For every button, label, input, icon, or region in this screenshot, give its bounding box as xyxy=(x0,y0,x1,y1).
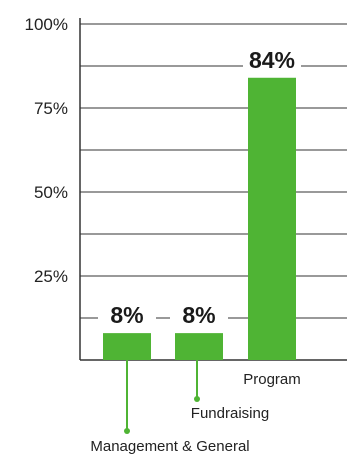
value-label-bg xyxy=(170,303,228,330)
y-tick-label: 75% xyxy=(34,99,68,118)
bar xyxy=(248,77,296,360)
value-label-bg xyxy=(98,303,156,330)
category-label: Management & General xyxy=(90,438,249,455)
grid-lines xyxy=(80,23,347,319)
value-label: 8% xyxy=(110,302,143,328)
y-tick-label: 100% xyxy=(25,15,68,34)
bar xyxy=(175,333,223,360)
y-tick-label: 25% xyxy=(34,267,68,286)
bars xyxy=(103,77,296,360)
y-tick-label: 50% xyxy=(34,183,68,202)
category-label: Fundraising xyxy=(191,405,269,422)
category-label: Program xyxy=(243,371,301,388)
leader-dot xyxy=(194,396,200,402)
leader-dot xyxy=(124,428,130,434)
value-label: 8% xyxy=(182,302,215,328)
bar xyxy=(103,333,151,360)
value-label: 84% xyxy=(249,47,295,73)
value-label-bg xyxy=(243,47,301,74)
labels: 25% 50% 75% 100% 8% 8% 84% Program Fundraising Ma… xyxy=(25,15,301,455)
